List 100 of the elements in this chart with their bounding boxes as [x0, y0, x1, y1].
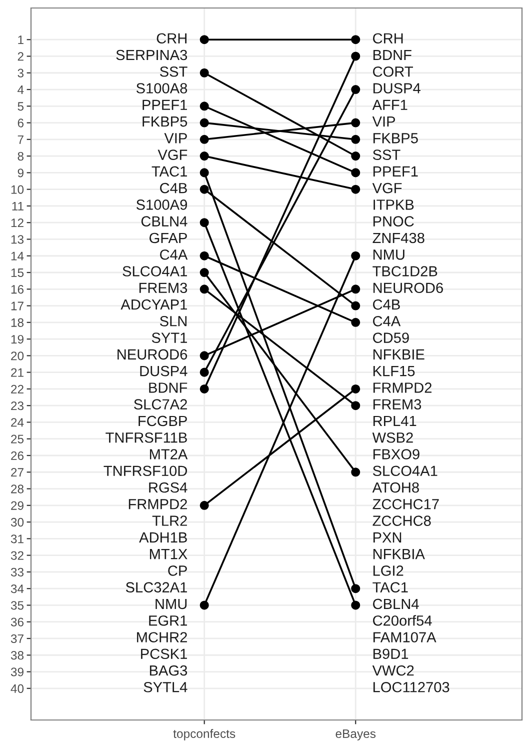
annotation: TNFRSF10D [104, 466, 187, 476]
annotation: EGR1 [149, 615, 187, 626]
point [351, 85, 360, 94]
annotation: ZNF438 [372, 232, 424, 244]
y-tick-label: 31 [10, 534, 24, 544]
annotation: C4B [160, 182, 187, 194]
y-tick-label: 2 [18, 52, 24, 61]
annotation: SYT1 [152, 332, 187, 343]
point [351, 134, 360, 144]
y-tick-label: 9 [18, 168, 24, 178]
y-tick-label: 6 [18, 118, 24, 128]
y-tick-label: 40 [10, 684, 24, 693]
annotation: TNFRSF11B [106, 432, 187, 443]
annotation: NEUROD6 [373, 282, 443, 294]
y-tick-label: 24 [11, 418, 24, 427]
annotation: TAC1 [372, 582, 408, 592]
annotation: RGS4 [149, 482, 188, 493]
y-tick-label: 14 [11, 252, 24, 260]
y-tick-label: 1 [18, 36, 24, 44]
point [351, 301, 360, 310]
point [351, 251, 360, 260]
point [351, 284, 360, 294]
annotation: FREM3 [373, 399, 422, 410]
y-tick-label: 30 [10, 518, 24, 527]
annotation: SLCO4A1 [372, 466, 438, 476]
annotation: PCSK1 [141, 648, 187, 660]
annotation: KLF15 [373, 366, 415, 376]
y-tick-label: 7 [18, 135, 24, 144]
annotation: SLC32A1 [126, 582, 187, 592]
annotation: WSB2 [372, 432, 413, 443]
annotation: FREM3 [139, 282, 188, 294]
point [200, 384, 209, 394]
point [200, 268, 209, 278]
y-tick-label: 39 [10, 668, 24, 676]
annotation: RPL41 [373, 416, 416, 426]
annotation: SLCO4A1 [122, 266, 187, 276]
annotation: FBXO9 [373, 449, 420, 460]
annotation: NFKBIA [373, 549, 425, 560]
annotation: MT2A [150, 449, 188, 460]
point [351, 468, 360, 477]
annotation: TBC1D2B [372, 266, 438, 276]
annotation: BDNF [149, 382, 188, 393]
annotation: VWC2 [372, 665, 414, 676]
annotation: VIP [164, 133, 187, 144]
annotation: CRH [373, 33, 403, 44]
point [200, 134, 209, 144]
annotation: C4B [373, 299, 400, 310]
y-tick-label: 27 [11, 468, 24, 477]
annotation: ITPKB [374, 200, 414, 210]
y-tick-label: 16 [11, 285, 24, 294]
point [351, 52, 360, 61]
annotation: SYTL4 [144, 682, 188, 692]
annotation: SERPINA3 [116, 50, 188, 60]
annotation: BDNF [373, 50, 412, 60]
point [200, 284, 209, 294]
annotation: VGF [372, 182, 402, 194]
y-tick-label: 5 [18, 102, 24, 111]
point [200, 118, 209, 128]
point [200, 251, 209, 260]
x-tick-label: eBayes [336, 729, 376, 740]
annotation: MT1X [150, 549, 188, 560]
point [351, 584, 360, 594]
annotation: NMU [373, 250, 404, 260]
point [351, 401, 360, 410]
annotation: DUSP4 [373, 83, 420, 94]
annotation: C20orf54 [373, 615, 432, 626]
y-tick-label: 17 [11, 302, 24, 310]
annotation: PXN [373, 532, 402, 542]
y-tick-label: 26 [11, 451, 24, 460]
annotation: SLN [160, 316, 186, 326]
annotation: FAM107A [373, 632, 436, 642]
y-tick-label: 33 [10, 568, 24, 576]
point [351, 600, 360, 610]
annotation: ATOH8 [372, 482, 419, 493]
annotation: B9D1 [373, 648, 408, 660]
annotation: FRMPD2 [373, 382, 432, 393]
y-tick-label: 34 [10, 584, 24, 594]
annotation: CD59 [373, 332, 409, 343]
point [200, 351, 209, 360]
y-tick-label: 13 [11, 235, 24, 244]
annotation: NEUROD6 [118, 349, 188, 360]
annotation: C4A [373, 316, 401, 326]
annotation: PPEF1 [142, 100, 187, 110]
point [200, 152, 209, 161]
y-tick-label: 25 [11, 434, 24, 444]
y-tick-label: 12 [11, 218, 24, 228]
point [200, 500, 209, 510]
annotation: CP [168, 566, 187, 576]
annotation: S100A9 [136, 200, 187, 210]
annotation: MCHR2 [137, 632, 187, 642]
annotation: FRMPD2 [128, 498, 187, 510]
annotation: FCGBP [138, 416, 187, 426]
annotation: PPEF1 [373, 166, 418, 176]
point [351, 152, 360, 161]
point [200, 184, 209, 194]
y-tick-label: 18 [11, 318, 24, 327]
y-tick-label: 4 [18, 86, 24, 94]
annotation: TLR2 [152, 516, 187, 526]
y-tick-label: 36 [10, 618, 24, 626]
point [200, 68, 209, 78]
